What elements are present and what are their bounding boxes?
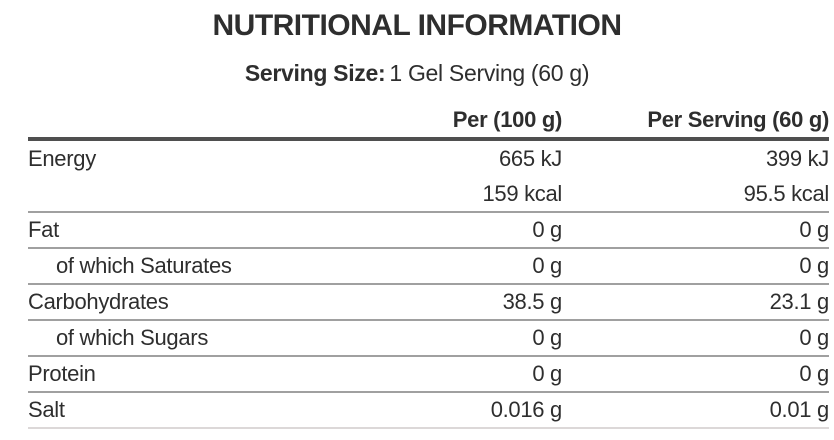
row-per-100g-value: 0 g <box>532 325 562 350</box>
row-label: of which Saturates <box>56 253 232 278</box>
row-per-100g-value: 0.016 g <box>490 397 563 422</box>
page-title: NUTRITIONAL INFORMATION <box>212 9 622 42</box>
row-label: Protein <box>28 361 96 386</box>
table-row: Salt 0.016 g 0.01 g <box>28 393 829 429</box>
row-per-100g-value: 0 g <box>532 361 562 386</box>
table-row: of which Saturates 0 g 0 g <box>28 249 829 285</box>
row-per-100g-value: 159 kcal <box>482 181 562 206</box>
row-label: Salt <box>28 397 65 422</box>
row-label: Fat <box>28 217 59 242</box>
table-row: of which Sugars 0 g 0 g <box>28 321 829 357</box>
serving-size-line: Serving Size: 1 Gel Serving (60 g) <box>0 60 834 86</box>
row-per-serving-value: 0 g <box>799 361 829 386</box>
row-per-100g-value: 38.5 g <box>502 289 563 314</box>
row-label: of which Sugars <box>56 325 209 350</box>
serving-size-value: 1 Gel Serving (60 g) <box>389 60 590 86</box>
header-per-100g: Per (100 g) <box>452 107 563 132</box>
row-per-serving-value: 399 kJ <box>765 146 829 171</box>
nutrition-table: Per (100 g) Per Serving (60 g) Energy 66… <box>28 103 829 429</box>
row-label: Energy <box>28 146 96 171</box>
row-per-100g-value: 0 g <box>532 253 562 278</box>
row-label: Carbohydrates <box>28 289 169 314</box>
row-per-serving-value: 95.5 kcal <box>743 181 830 206</box>
row-per-100g-value: 665 kJ <box>498 146 562 171</box>
row-per-serving-value: 23.1 g <box>769 289 830 314</box>
row-per-serving-value: 0 g <box>799 217 829 242</box>
table-row: Energy 665 kJ 399 kJ <box>28 141 829 177</box>
table-header-row: Per (100 g) Per Serving (60 g) <box>28 103 829 141</box>
table-body: Energy 665 kJ 399 kJ 159 kcal 95.5 kcal … <box>28 141 829 429</box>
header-per-serving: Per Serving (60 g) <box>647 107 829 132</box>
table-row: Protein 0 g 0 g <box>28 357 829 393</box>
row-per-serving-value: 0 g <box>799 253 829 278</box>
row-per-serving-value: 0 g <box>799 325 829 350</box>
row-per-100g-value: 0 g <box>532 217 562 242</box>
table-row: 159 kcal 95.5 kcal <box>28 177 829 213</box>
table-row: Fat 0 g 0 g <box>28 213 829 249</box>
row-per-serving-value: 0.01 g <box>769 397 830 422</box>
serving-size-label: Serving Size: <box>244 60 386 86</box>
table-row: Carbohydrates 38.5 g 23.1 g <box>28 285 829 321</box>
